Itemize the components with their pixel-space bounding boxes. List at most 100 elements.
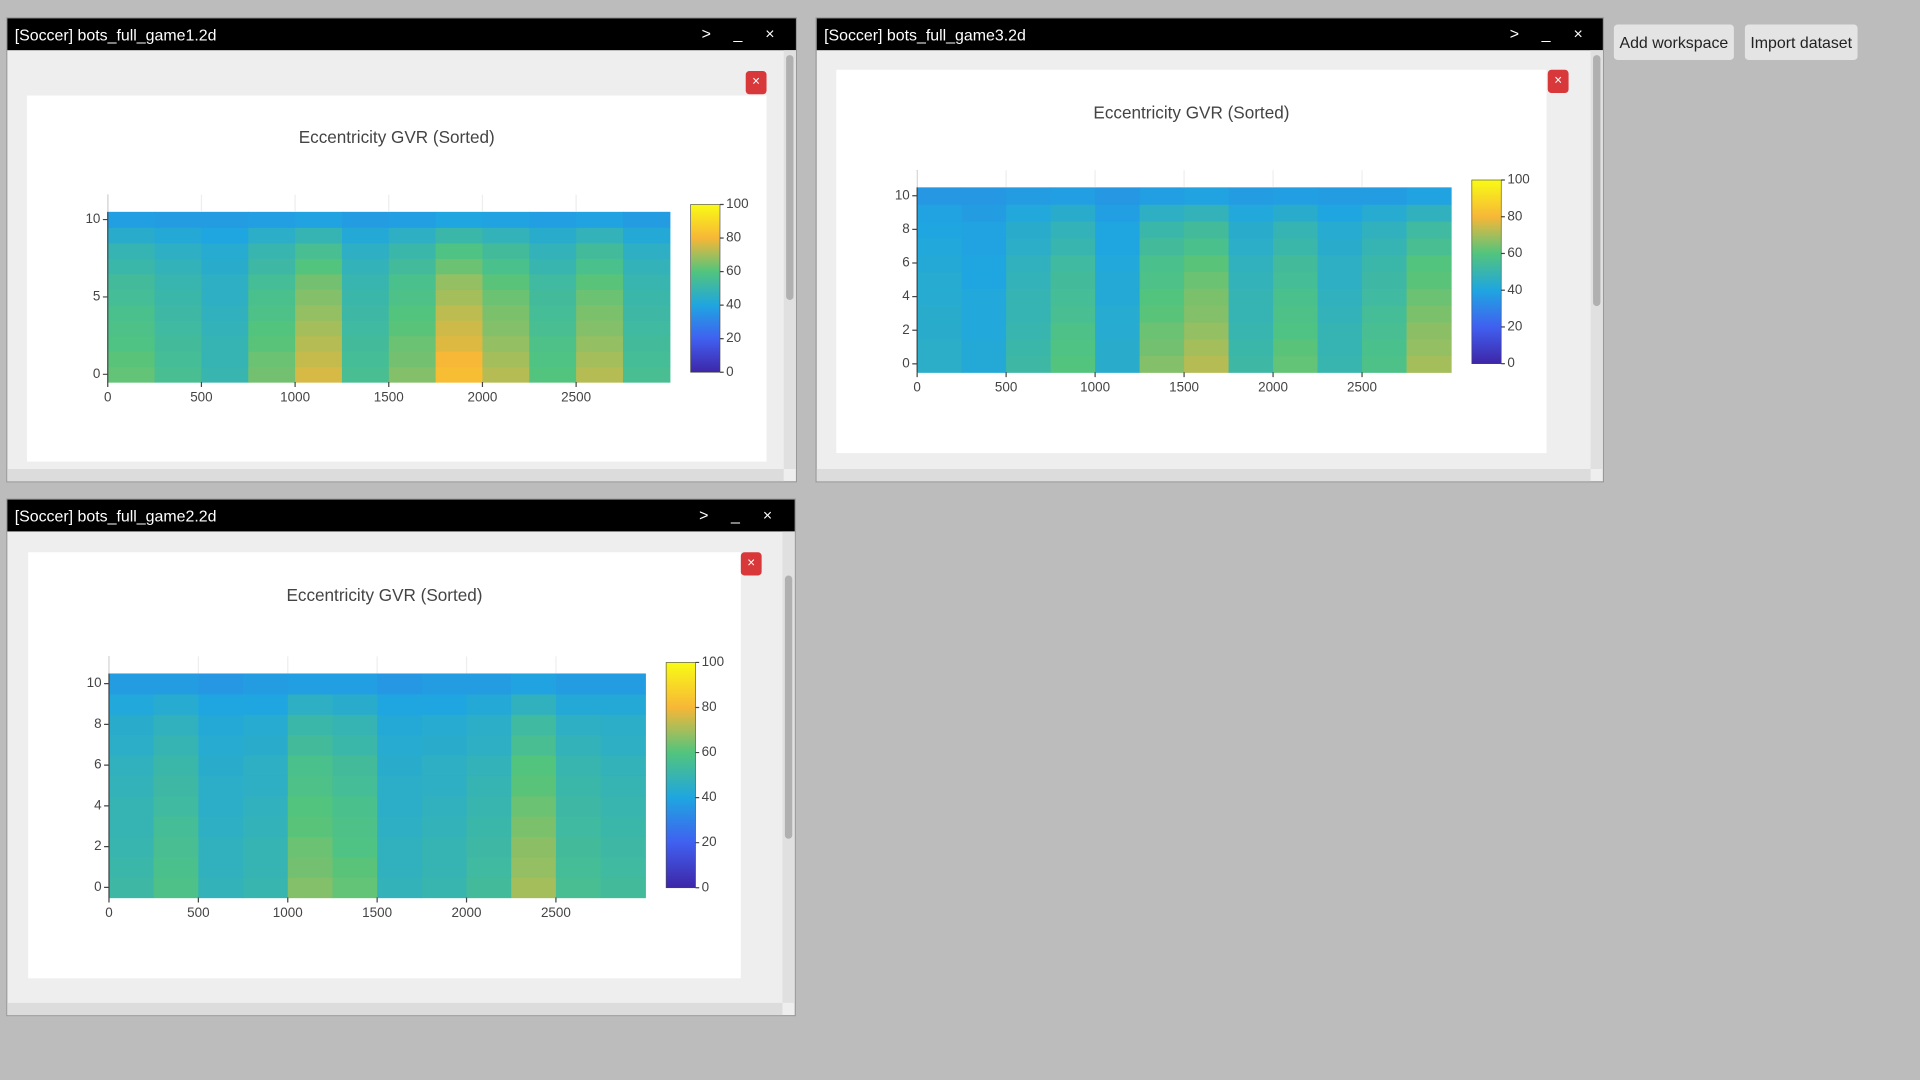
heatmap-cell <box>961 220 1007 239</box>
chart-title: Eccentricity GVR (Sorted) <box>1093 102 1289 122</box>
heatmap-cell <box>201 289 249 306</box>
heatmap-cell <box>1362 321 1408 340</box>
heatmap-cell <box>1406 338 1452 357</box>
heatmap-cell <box>388 258 437 275</box>
heatmap-cell <box>1228 187 1274 205</box>
heatmap-cell <box>201 304 249 321</box>
scrollbar[interactable] <box>1590 50 1603 469</box>
heatmap-cell <box>287 754 334 776</box>
x-tick-label: 500 <box>190 390 212 405</box>
expand-button[interactable]: > <box>701 24 711 43</box>
close-button[interactable]: × <box>765 24 775 43</box>
heatmap-cell <box>154 289 203 306</box>
heatmap-cell <box>108 775 155 797</box>
scrollbar[interactable] <box>7 468 784 482</box>
title-bar: [Soccer] bots_full_game1.2d > _ × <box>7 18 796 51</box>
heatmap-cell <box>201 227 249 244</box>
heatmap-cell <box>576 320 624 337</box>
minimize-button[interactable]: _ <box>733 24 743 43</box>
scrollbar[interactable] <box>7 1002 783 1016</box>
heatmap-cell <box>377 877 423 899</box>
panel-close-button[interactable]: × <box>740 552 762 576</box>
heatmap-cell <box>1406 187 1452 205</box>
heatmap-cell <box>1184 355 1230 373</box>
expand-button[interactable]: > <box>1509 24 1520 43</box>
minimize-button[interactable]: _ <box>731 505 740 525</box>
heatmap-cell <box>1050 338 1096 357</box>
heatmap-cell <box>466 795 512 817</box>
add-workspace-button[interactable]: Add workspace <box>1613 24 1734 61</box>
heatmap-cell <box>154 304 203 321</box>
heatmap-cell <box>1362 338 1408 357</box>
heatmap-cell <box>600 775 646 797</box>
heatmap-cell <box>555 754 602 776</box>
y-tick-label: 8 <box>902 221 909 236</box>
heatmap-cell <box>108 816 155 838</box>
heatmap-cell <box>1273 305 1319 323</box>
panel-close-button[interactable]: × <box>1547 69 1569 94</box>
heatmap-cell <box>248 351 296 368</box>
heatmap-cell <box>1006 288 1052 306</box>
heatmap-cell <box>600 673 646 695</box>
heatmap-cell <box>341 351 390 368</box>
close-button[interactable]: × <box>1573 24 1583 43</box>
heatmap-cell <box>341 289 390 306</box>
heatmap-cell <box>377 734 423 756</box>
heatmap-cell <box>1050 220 1096 239</box>
heatmap-cell <box>1184 187 1230 205</box>
heatmap-cell <box>482 258 530 275</box>
x-tick-label: 0 <box>104 390 111 405</box>
heatmap-cell <box>435 304 484 321</box>
heatmap-cell <box>198 836 244 858</box>
colorbar-tick-label: 60 <box>1507 245 1522 260</box>
expand-button[interactable]: > <box>699 505 709 525</box>
heatmap-cell <box>482 289 530 306</box>
panel-close-button[interactable]: × <box>745 71 767 95</box>
heatmap-cell <box>198 693 244 715</box>
heatmap-cell <box>332 795 378 817</box>
scrollbar[interactable] <box>782 531 795 1003</box>
import-dataset-button[interactable]: Import dataset <box>1744 24 1858 61</box>
heatmap-cell <box>295 320 343 337</box>
x-tick-label: 500 <box>187 905 209 920</box>
heatmap-cell <box>482 242 530 259</box>
heatmap-cell <box>1095 338 1141 357</box>
colorbar-tick-label: 40 <box>726 297 741 312</box>
heatmap-cell <box>332 673 378 695</box>
heatmap-cell <box>332 775 378 797</box>
heatmap-cell <box>1406 288 1452 306</box>
scrollbar[interactable] <box>783 50 796 469</box>
heatmap-cell <box>622 304 671 321</box>
heatmap-cell <box>1006 305 1052 323</box>
close-button[interactable]: × <box>762 505 773 525</box>
heatmap-cell <box>961 338 1007 357</box>
x-tick-label: 2500 <box>561 390 591 405</box>
colorbar-tick-label: 20 <box>702 834 717 849</box>
heatmap-cell <box>1184 288 1230 306</box>
heatmap-cell <box>198 795 244 817</box>
heatmap-cell <box>154 320 203 337</box>
heatmap-cell <box>576 335 624 352</box>
title-bar: [Soccer] bots_full_game3.2d > _ × <box>816 18 1603 51</box>
heatmap-cell <box>622 211 671 228</box>
heatmap-cell <box>576 289 624 306</box>
x-tick-label: 0 <box>913 380 920 395</box>
heatmap-cell <box>1406 271 1452 289</box>
minimize-button[interactable]: _ <box>1541 24 1551 43</box>
heatmap-cell <box>435 258 484 275</box>
scrollbar[interactable] <box>816 468 1591 482</box>
heatmap-cell <box>1139 305 1185 323</box>
heatmap-cell <box>198 673 244 695</box>
heatmap-cell <box>154 335 203 352</box>
x-tick-label: 1500 <box>1169 380 1199 395</box>
heatmap-cell <box>1362 271 1408 289</box>
heatmap-cell <box>1006 237 1052 256</box>
heatmap-cell <box>295 351 343 368</box>
heatmap-cell <box>511 693 557 715</box>
heatmap-cell <box>917 271 963 289</box>
heatmap-cell <box>388 289 437 306</box>
heatmap-cell <box>107 273 156 290</box>
heatmap-cell <box>961 355 1007 373</box>
heatmap-cell <box>388 211 437 228</box>
heatmap-cell <box>198 775 244 797</box>
